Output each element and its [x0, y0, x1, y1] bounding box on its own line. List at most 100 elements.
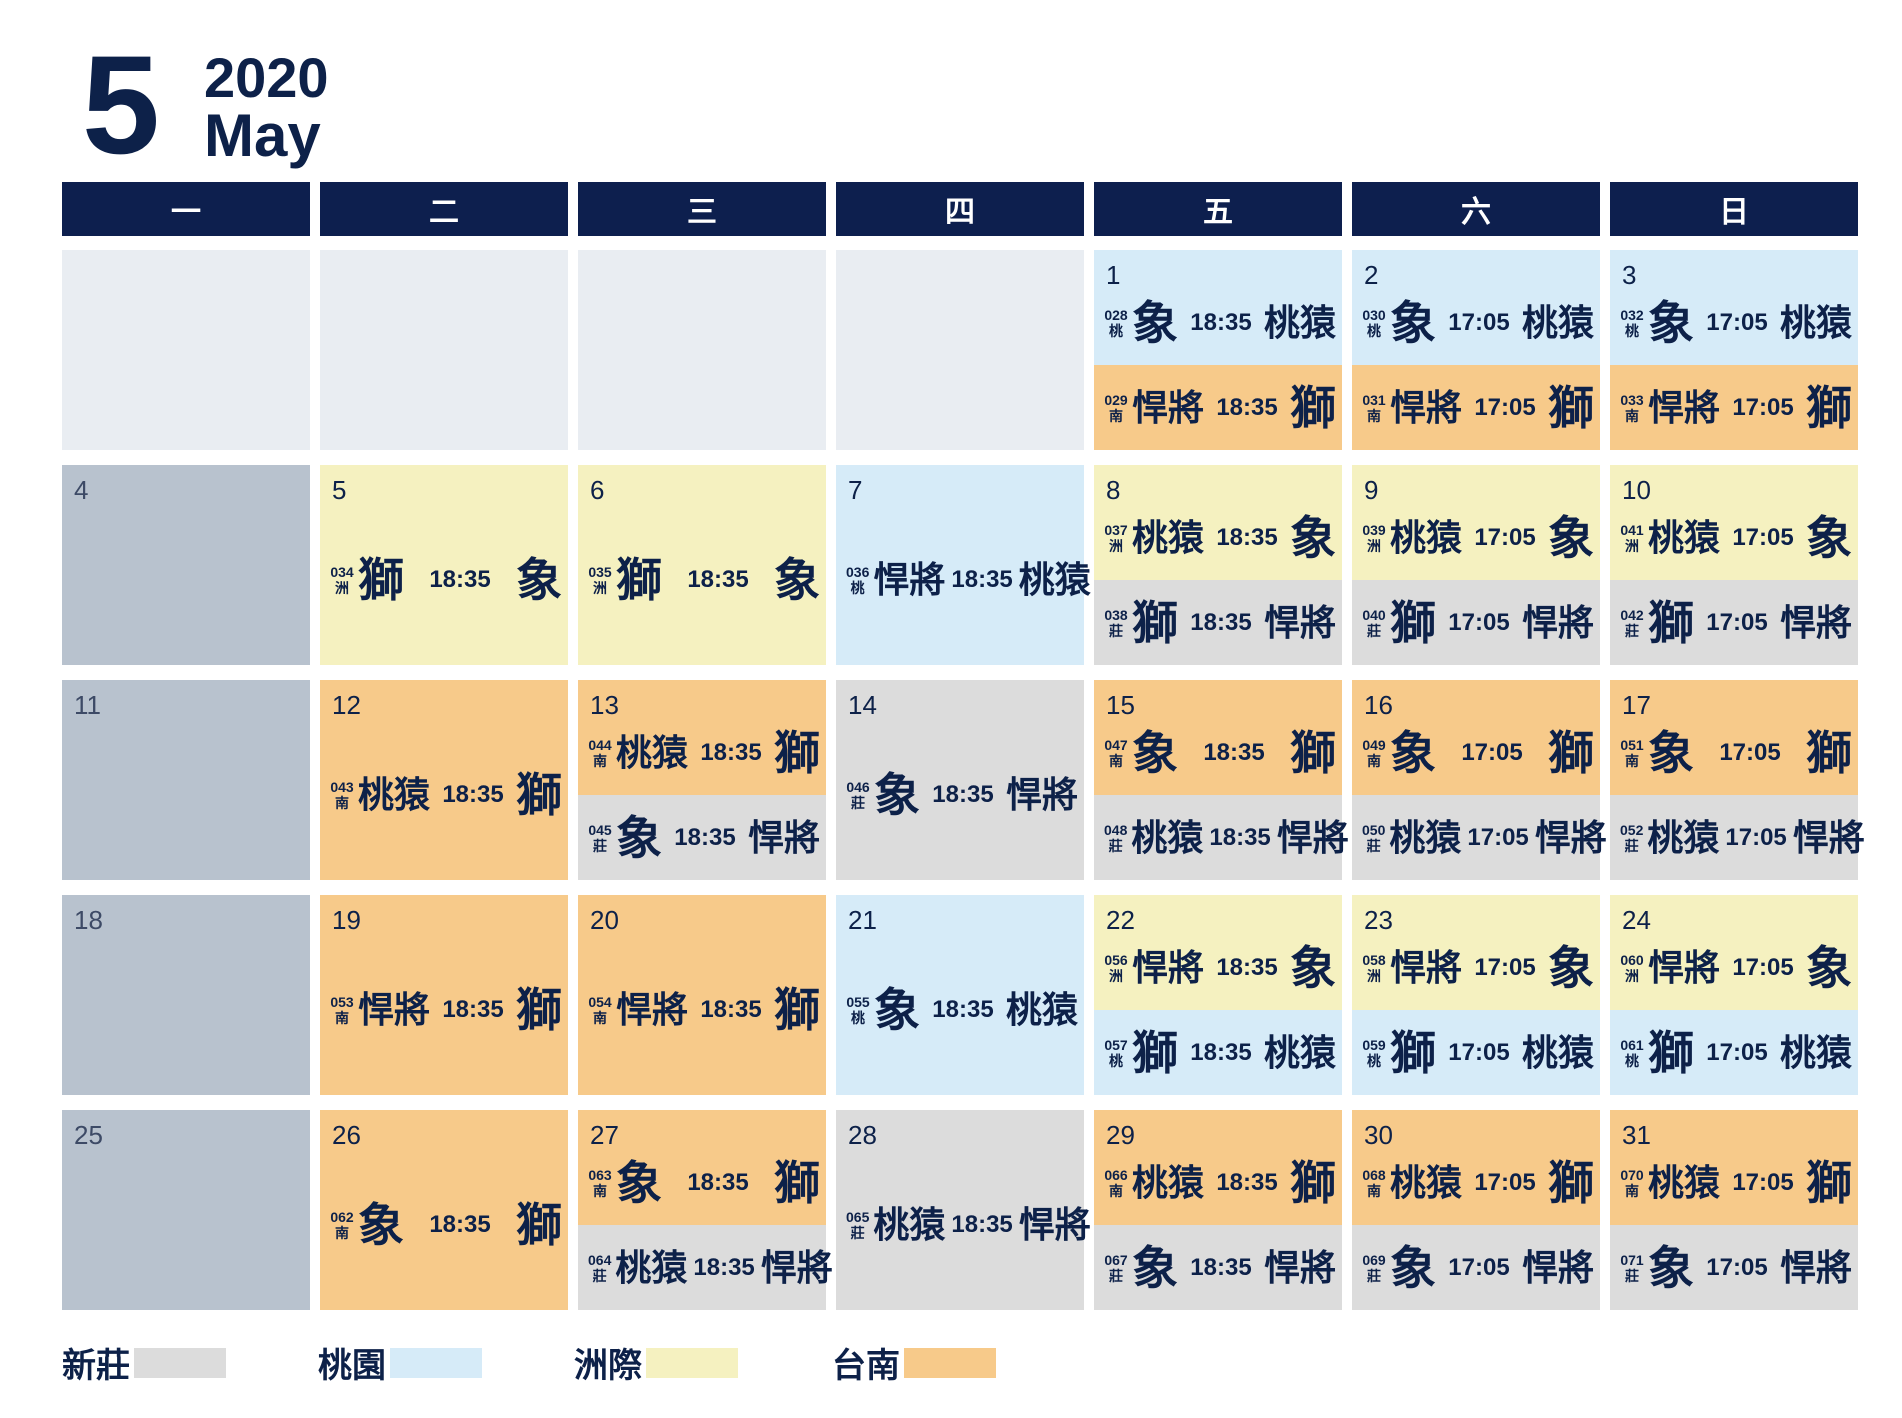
day-cell[interactable]: 25 [62, 1110, 310, 1310]
day-cell[interactable]: 046 莊象 18:35 悍將 14 [836, 680, 1084, 880]
game-entry[interactable]: 030 桃象 17:05 桃猿 [1352, 250, 1600, 365]
day-cell[interactable]: 4 [62, 465, 310, 665]
game-entry[interactable]: 061 桃獅 17:05 桃猿 [1610, 1010, 1858, 1095]
game-entry[interactable]: 041 洲桃猿 17:05 象 [1610, 465, 1858, 580]
game-entry[interactable]: 049 南象 17:05 獅 [1352, 680, 1600, 795]
game-number: 055 [846, 994, 870, 1010]
game-entry[interactable]: 066 南桃猿 18:35 獅 [1094, 1110, 1342, 1225]
game-entry[interactable]: 040 莊獅 17:05 悍將 [1352, 580, 1600, 665]
game-entry[interactable]: 063 南象 18:35 獅 [578, 1110, 826, 1225]
day-cell[interactable]: 041 洲桃猿 17:05 象 042 莊獅 17:05 悍將 10 [1610, 465, 1858, 665]
day-cell[interactable]: 044 南桃猿 18:35 獅 045 莊象 18:35 悍將 13 [578, 680, 826, 880]
day-cell[interactable]: 054 南悍將 18:35 獅 20 [578, 895, 826, 1095]
day-cell[interactable]: 028 桃象 18:35 桃猿 029 南悍將 18:35 獅 1 [1094, 250, 1342, 450]
day-cell[interactable]: 066 南桃猿 18:35 獅 067 莊象 18:35 悍將 29 [1094, 1110, 1342, 1310]
game-entry[interactable]: 047 南象 18:35 獅 [1094, 680, 1342, 795]
game-entry[interactable]: 034 洲獅 18:35 象 [320, 465, 568, 665]
game-entry[interactable]: 043 南桃猿 18:35 獅 [320, 680, 568, 880]
game-entry[interactable]: 060 洲悍將 17:05 象 [1610, 895, 1858, 1010]
game-entry[interactable]: 028 桃象 18:35 桃猿 [1094, 250, 1342, 365]
game-meta: 045 莊 [588, 822, 612, 854]
game-entry[interactable]: 037 洲桃猿 18:35 象 [1094, 465, 1342, 580]
game-entry[interactable]: 033 南悍將 17:05 獅 [1610, 365, 1858, 450]
home-team: 桃猿 [1521, 301, 1594, 343]
game-entry[interactable]: 042 莊獅 17:05 悍將 [1610, 580, 1858, 665]
day-cell[interactable]: 043 南桃猿 18:35 獅 12 [320, 680, 568, 880]
game-time: 17:05 [1448, 1253, 1510, 1281]
game-entry[interactable]: 051 南象 17:05 獅 [1610, 680, 1858, 795]
day-cell[interactable]: 047 南象 18:35 獅 048 莊桃猿 18:35 悍將 15 [1094, 680, 1349, 880]
game-number: 051 [1620, 736, 1644, 753]
day-cell[interactable]: 035 洲獅 18:35 象 6 [578, 465, 826, 665]
away-team: 獅 [358, 554, 404, 606]
away-team: 桃猿 [1131, 816, 1204, 858]
game-entry[interactable]: 065 莊桃猿 18:35 悍將 [836, 1110, 1091, 1310]
game-entry[interactable]: 036 桃悍將 18:35 桃猿 [836, 465, 1091, 665]
day-cell[interactable]: 063 南象 18:35 獅 064 莊桃猿 18:35 悍將 27 [578, 1110, 833, 1310]
game-entry[interactable]: 045 莊象 18:35 悍將 [578, 795, 826, 880]
game-entry[interactable]: 055 桃象 18:35 桃猿 [836, 895, 1084, 1095]
empty-day-cell[interactable] [836, 250, 1084, 450]
game-entry[interactable]: 070 南桃猿 17:05 獅 [1610, 1110, 1858, 1225]
game-entry[interactable]: 062 南象 18:35 獅 [320, 1110, 568, 1310]
day-cell[interactable]: 18 [62, 895, 310, 1095]
away-team: 悍將 [1132, 386, 1205, 428]
legend-item: 桃園 [318, 1338, 482, 1387]
game-entry[interactable]: 058 洲悍將 17:05 象 [1352, 895, 1600, 1010]
day-cell[interactable]: 056 洲悍將 18:35 象 057 桃獅 18:35 桃猿 22 [1094, 895, 1342, 1095]
venue-abbrev: 南 [1625, 752, 1639, 769]
game-entry[interactable]: 071 莊象 17:05 悍將 [1610, 1225, 1858, 1310]
game-entry[interactable]: 064 莊桃猿 18:35 悍將 [578, 1225, 833, 1310]
day-cell[interactable]: 055 桃象 18:35 桃猿 21 [836, 895, 1084, 1095]
day-cell[interactable]: 060 洲悍將 17:05 象 061 桃獅 17:05 桃猿 24 [1610, 895, 1858, 1095]
game-meta: 038 莊 [1104, 607, 1128, 639]
game-entry[interactable]: 038 莊獅 18:35 悍將 [1094, 580, 1342, 665]
game-time: 18:35 [1216, 393, 1278, 421]
day-cell[interactable]: 062 南象 18:35 獅 26 [320, 1110, 568, 1310]
day-cell[interactable]: 036 桃悍將 18:35 桃猿 7 [836, 465, 1091, 665]
game-entry[interactable]: 067 莊象 18:35 悍將 [1094, 1225, 1342, 1310]
day-cell[interactable]: 030 桃象 17:05 桃猿 031 南悍將 17:05 獅 2 [1352, 250, 1600, 450]
day-cell[interactable]: 034 洲獅 18:35 象 5 [320, 465, 568, 665]
day-number: 10 [1622, 475, 1651, 505]
game-entry[interactable]: 056 洲悍將 18:35 象 [1094, 895, 1342, 1010]
game-entry[interactable]: 068 南桃猿 17:05 獅 [1352, 1110, 1600, 1225]
game-entry[interactable]: 044 南桃猿 18:35 獅 [578, 680, 826, 795]
away-team: 象 [1648, 726, 1694, 779]
empty-day-cell[interactable] [578, 250, 826, 450]
game-entry[interactable]: 054 南悍將 18:35 獅 [578, 895, 826, 1095]
game-entry[interactable]: 031 南悍將 17:05 獅 [1352, 365, 1600, 450]
day-cell[interactable]: 068 南桃猿 17:05 獅 069 莊象 17:05 悍將 30 [1352, 1110, 1600, 1310]
game-entry[interactable]: 035 洲獅 18:35 象 [578, 465, 826, 665]
game-number: 040 [1362, 606, 1386, 623]
game-entry[interactable]: 048 莊桃猿 18:35 悍將 [1094, 795, 1349, 880]
day-cell[interactable]: 11 [62, 680, 310, 880]
weekday-header: 一 [62, 182, 310, 236]
game-entry[interactable]: 059 桃獅 17:05 桃猿 [1352, 1010, 1600, 1095]
venue-abbrev: 南 [1109, 1182, 1123, 1199]
day-cell[interactable]: 053 南悍將 18:35 獅 19 [320, 895, 568, 1095]
empty-day-cell[interactable] [320, 250, 568, 450]
game-entry[interactable]: 032 桃象 17:05 桃猿 [1610, 250, 1858, 365]
game-entry[interactable]: 046 莊象 18:35 悍將 [836, 680, 1084, 880]
home-team: 獅 [1806, 1156, 1852, 1209]
day-cell[interactable]: 070 南桃猿 17:05 獅 071 莊象 17:05 悍將 31 [1610, 1110, 1858, 1310]
game-entry[interactable]: 050 莊桃猿 17:05 悍將 [1352, 795, 1607, 880]
game-entry[interactable]: 029 南悍將 18:35 獅 [1094, 365, 1342, 450]
day-cell[interactable]: 051 南象 17:05 獅 052 莊桃猿 17:05 悍將 17 [1610, 680, 1865, 880]
day-cell[interactable]: 039 洲桃猿 17:05 象 040 莊獅 17:05 悍將 9 [1352, 465, 1600, 665]
game-meta: 033 南 [1620, 392, 1644, 424]
month-name: May [204, 102, 321, 169]
venue-abbrev: 南 [1109, 752, 1123, 769]
game-entry[interactable]: 069 莊象 17:05 悍將 [1352, 1225, 1600, 1310]
day-cell[interactable]: 065 莊桃猿 18:35 悍將 28 [836, 1110, 1091, 1310]
game-entry[interactable]: 052 莊桃猿 17:05 悍將 [1610, 795, 1865, 880]
empty-day-cell[interactable] [62, 250, 310, 450]
day-cell[interactable]: 058 洲悍將 17:05 象 059 桃獅 17:05 桃猿 23 [1352, 895, 1600, 1095]
game-entry[interactable]: 057 桃獅 18:35 桃猿 [1094, 1010, 1342, 1095]
game-entry[interactable]: 053 南悍將 18:35 獅 [320, 895, 568, 1095]
day-cell[interactable]: 049 南象 17:05 獅 050 莊桃猿 17:05 悍將 16 [1352, 680, 1607, 880]
game-entry[interactable]: 039 洲桃猿 17:05 象 [1352, 465, 1600, 580]
day-cell[interactable]: 032 桃象 17:05 桃猿 033 南悍將 17:05 獅 3 [1610, 250, 1858, 450]
day-cell[interactable]: 037 洲桃猿 18:35 象 038 莊獅 18:35 悍將 8 [1094, 465, 1342, 665]
